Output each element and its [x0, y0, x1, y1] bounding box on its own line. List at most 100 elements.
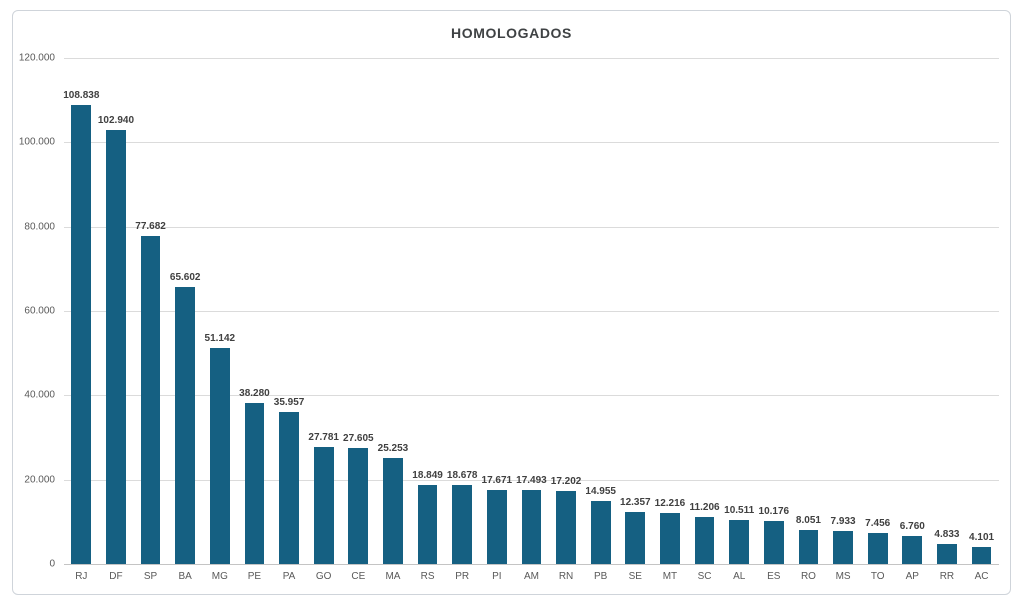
data-label: 108.838 — [63, 90, 100, 102]
x-axis-tick-label: PR — [455, 571, 470, 582]
bar-slot-rr: 4.833 — [930, 58, 965, 564]
bar — [244, 402, 265, 564]
bar — [209, 348, 230, 564]
bar — [383, 457, 403, 564]
data-label: 4.101 — [969, 531, 995, 543]
x-axis-tick-label: MS — [835, 571, 851, 582]
bar — [313, 446, 334, 564]
x-axis-tick-label: RS — [420, 571, 435, 582]
x-axis-tick-label: PE — [247, 571, 262, 582]
chart-card: HOMOLOGADOS 120.000 100.000 80.000 60.000 40… — [12, 10, 1011, 595]
bar-slot-ac: 4.101 — [964, 58, 999, 564]
bar-slot-rj: 108.838 — [63, 58, 100, 564]
bar-slot-pe: 38.280 — [237, 58, 272, 564]
bar — [71, 105, 92, 564]
x-axis-tick-label: SC — [697, 571, 712, 582]
data-label: 10.176 — [758, 506, 790, 518]
x-axis-tick-label: MA — [385, 571, 401, 582]
data-label: 17.493 — [516, 475, 547, 487]
data-label: 65.602 — [169, 272, 201, 284]
x-axis-tick-label: MT — [662, 571, 678, 582]
gridline — [64, 564, 999, 565]
bar — [140, 236, 161, 564]
x-axis-tick-label: SP — [143, 571, 158, 582]
bar-slot-rn: 17.202 — [549, 58, 584, 564]
bar — [798, 530, 819, 564]
gridline — [64, 226, 999, 228]
x-axis-tick-label: GO — [315, 571, 332, 582]
plot-area: 120.000 100.000 80.000 60.000 40.000 20.000 0 … — [19, 53, 999, 582]
bar-slot-to: 7.456 — [860, 58, 895, 564]
data-label: 17.202 — [550, 476, 582, 488]
x-axis-tick-label: RJ — [75, 571, 88, 582]
y-axis-tick-label: 80.000 — [24, 221, 55, 233]
y-axis-tick-label: 20.000 — [24, 474, 55, 486]
data-label: 11.206 — [689, 501, 720, 513]
bar-slot-pr: 18.678 — [445, 58, 480, 564]
x-axis-tick-label: RN — [558, 571, 574, 582]
bar-slot-pa: 35.957 — [272, 58, 307, 564]
bar — [833, 530, 853, 564]
bar-slot-ce: 27.605 — [341, 58, 376, 564]
x-axis-tick-label: AC — [974, 571, 989, 582]
bar-slot-se: 12.357 — [618, 58, 653, 564]
x-axis-tick-label: MG — [211, 571, 228, 582]
bar-slot-ma: 25.253 — [376, 58, 411, 564]
bar — [590, 500, 611, 564]
bar — [452, 485, 473, 564]
gridline — [64, 58, 999, 59]
x-axis-tick-label: RR — [939, 571, 955, 582]
bar-slot-rs: 18.849 — [410, 58, 445, 564]
data-label: 10.511 — [724, 504, 755, 516]
x-axis-tick-label: BA — [178, 571, 192, 582]
bar — [521, 490, 542, 564]
data-label: 4.833 — [934, 528, 960, 540]
data-label: 27.605 — [343, 432, 374, 444]
bar-slot-es: 10.176 — [757, 58, 792, 564]
data-label: 27.781 — [308, 431, 339, 443]
data-label: 18.678 — [446, 470, 478, 482]
x-axis-tick-label: SE — [628, 571, 642, 582]
gridline — [64, 479, 999, 481]
x-axis-tick-label: PB — [594, 571, 608, 582]
data-label: 6.760 — [899, 520, 925, 532]
bar — [763, 521, 784, 564]
bar-slot-mg: 51.142 — [203, 58, 238, 564]
data-label: 35.957 — [273, 397, 305, 409]
chart-title: HOMOLOGADOS — [451, 25, 572, 41]
x-axis-tick-label: DF — [109, 571, 123, 582]
bar — [971, 546, 992, 564]
x-axis-tick-label: PI — [492, 571, 502, 582]
x-axis-tick-label: RO — [800, 571, 816, 582]
data-label: 14.955 — [585, 485, 616, 497]
data-label: 7.456 — [865, 517, 891, 529]
x-axis-tick-label: AP — [905, 571, 919, 582]
bar — [867, 532, 888, 564]
data-label: 12.216 — [654, 497, 686, 509]
bar-slot-ba: 65.602 — [168, 58, 203, 564]
x-axis-tick-label: PA — [282, 571, 296, 582]
bar-slot-df: 102.940 — [97, 58, 135, 564]
bar — [106, 129, 126, 564]
data-label: 51.142 — [204, 333, 236, 345]
data-label: 102.940 — [97, 114, 135, 126]
bar-slot-pi: 17.671 — [480, 58, 515, 564]
bar-slot-ro: 8.051 — [791, 58, 826, 564]
bar — [556, 491, 576, 564]
bar-slot-ms: 7.933 — [826, 58, 861, 564]
gridline — [64, 311, 999, 312]
y-axis-tick-label: 0 — [49, 558, 55, 570]
bar — [660, 512, 680, 564]
bar-slot-pb: 14.955 — [583, 58, 618, 564]
bar — [417, 484, 438, 564]
y-axis-tick-label: 40.000 — [24, 389, 55, 401]
x-axis-tick-label: ES — [767, 571, 781, 582]
data-label: 18.849 — [412, 469, 443, 481]
bars-container: 108.838 102.940 77.682 65.602 51.142 38.280 35… — [63, 58, 999, 564]
data-label: 17.671 — [481, 474, 513, 486]
bar-slot-sp: 77.682 — [133, 58, 168, 564]
data-label: 25.253 — [377, 442, 409, 454]
bar — [937, 543, 957, 564]
bar — [175, 287, 196, 564]
bar — [729, 519, 750, 564]
